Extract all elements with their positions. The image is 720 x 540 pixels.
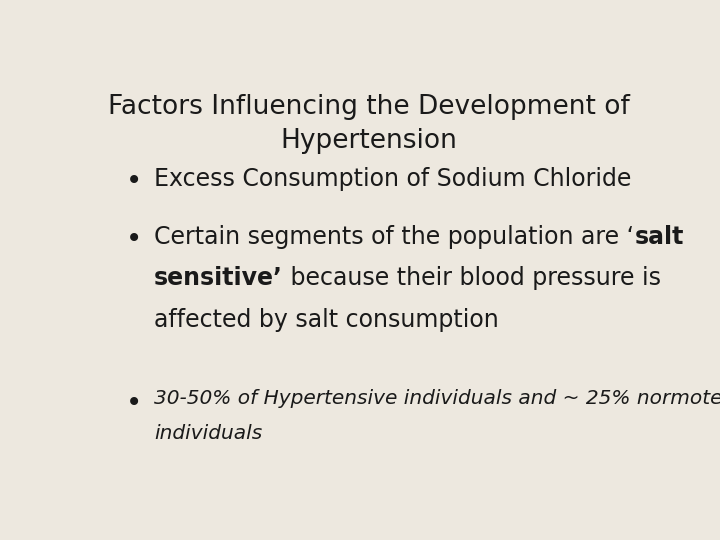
Text: Excess Consumption of Sodium Chloride: Excess Consumption of Sodium Chloride — [154, 167, 631, 191]
Text: Certain segments of the population are ‘: Certain segments of the population are ‘ — [154, 225, 634, 249]
Text: Factors Influencing the Development of
Hypertension: Factors Influencing the Development of H… — [108, 94, 630, 154]
Text: individuals: individuals — [154, 424, 262, 443]
Text: •: • — [126, 389, 143, 417]
Text: because their blood pressure is: because their blood pressure is — [283, 266, 661, 291]
Text: affected by salt consumption: affected by salt consumption — [154, 308, 499, 332]
Text: •: • — [126, 167, 143, 195]
Text: 30-50% of Hypertensive individuals and ~ 25% normotensive: 30-50% of Hypertensive individuals and ~… — [154, 389, 720, 408]
Text: sensitive’: sensitive’ — [154, 266, 283, 291]
Text: salt: salt — [634, 225, 684, 249]
Text: •: • — [126, 225, 143, 253]
